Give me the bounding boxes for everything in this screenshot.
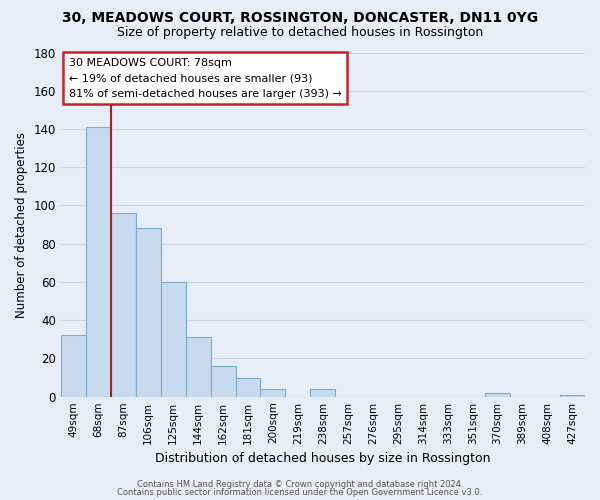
Bar [111, 213, 136, 396]
Bar [136, 228, 161, 396]
Text: 30 MEADOWS COURT: 78sqm
← 19% of detached houses are smaller (93)
81% of semi-de: 30 MEADOWS COURT: 78sqm ← 19% of detache… [68, 58, 341, 99]
Text: Contains HM Land Registry data © Crown copyright and database right 2024.: Contains HM Land Registry data © Crown c… [137, 480, 463, 489]
Bar [211, 366, 236, 396]
X-axis label: Distribution of detached houses by size in Rossington: Distribution of detached houses by size … [155, 452, 491, 465]
Bar [310, 389, 335, 396]
Bar [61, 336, 86, 396]
Bar [86, 127, 111, 396]
Bar [260, 389, 286, 396]
Bar [185, 338, 211, 396]
Bar [236, 378, 260, 396]
Bar [161, 282, 185, 397]
Y-axis label: Number of detached properties: Number of detached properties [15, 132, 28, 318]
Bar [485, 393, 510, 396]
Text: Size of property relative to detached houses in Rossington: Size of property relative to detached ho… [117, 26, 483, 39]
Bar [560, 395, 585, 396]
Text: Contains public sector information licensed under the Open Government Licence v3: Contains public sector information licen… [118, 488, 482, 497]
Text: 30, MEADOWS COURT, ROSSINGTON, DONCASTER, DN11 0YG: 30, MEADOWS COURT, ROSSINGTON, DONCASTER… [62, 11, 538, 25]
